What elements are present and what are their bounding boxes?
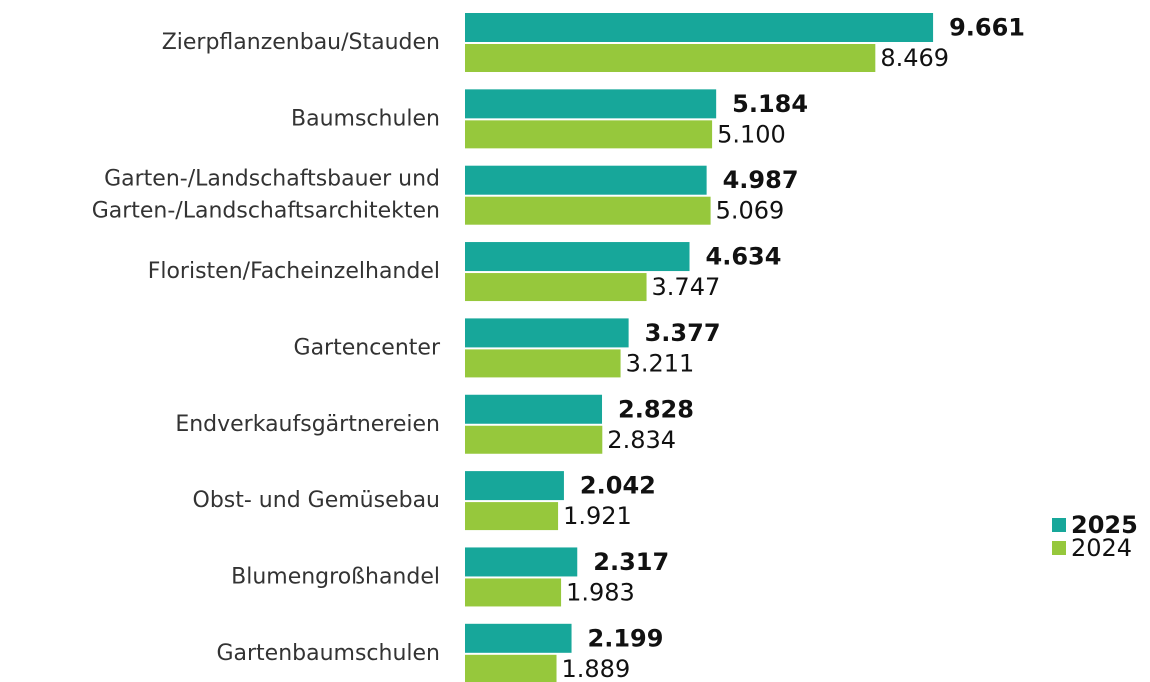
bar bbox=[465, 242, 690, 272]
value-label: 1.889 bbox=[562, 655, 631, 682]
value-label: 2.042 bbox=[580, 472, 656, 500]
value-label: 2.828 bbox=[618, 395, 694, 423]
value-label: 2.834 bbox=[607, 426, 676, 454]
value-label: 5.100 bbox=[717, 120, 786, 148]
legend-label: 2024 bbox=[1071, 534, 1132, 562]
value-label: 1.983 bbox=[566, 578, 635, 606]
bar bbox=[465, 623, 572, 653]
bar bbox=[465, 44, 876, 72]
bar bbox=[465, 89, 717, 119]
bar bbox=[465, 425, 603, 454]
bar bbox=[465, 196, 711, 225]
bar bbox=[465, 394, 603, 424]
category-label: Zierpflanzenbau/Stauden bbox=[162, 30, 440, 55]
bar bbox=[465, 165, 707, 195]
bar bbox=[465, 578, 562, 607]
value-label: 5.069 bbox=[716, 197, 785, 225]
category-label: Garten-/Landschaftsbauer und Garten-/Land… bbox=[92, 167, 440, 224]
value-label: 4.634 bbox=[706, 243, 782, 271]
category-label: Obst- und Gemüsebau bbox=[193, 488, 441, 513]
legend-swatch bbox=[1052, 518, 1066, 532]
category-label: Floristen/Facheinzelhandel bbox=[148, 259, 440, 284]
category-label: Gartencenter bbox=[294, 335, 441, 360]
value-label: 3.377 bbox=[645, 319, 721, 347]
bar bbox=[465, 654, 557, 682]
value-label: 5.184 bbox=[732, 90, 808, 118]
bar bbox=[465, 547, 578, 577]
value-label: 2.317 bbox=[593, 548, 669, 576]
value-label: 3.211 bbox=[626, 349, 695, 377]
value-label: 1.921 bbox=[563, 502, 632, 530]
category-label: Blumengroßhandel bbox=[231, 564, 440, 589]
value-label: 8.469 bbox=[880, 44, 949, 72]
bar bbox=[465, 273, 647, 302]
value-label: 2.199 bbox=[588, 624, 664, 652]
bar bbox=[465, 13, 934, 42]
category-label: Gartenbaumschulen bbox=[216, 641, 440, 666]
category-label: Baumschulen bbox=[291, 106, 440, 131]
value-label: 9.661 bbox=[949, 14, 1025, 42]
legend-label: 2025 bbox=[1071, 511, 1138, 539]
legend-swatch bbox=[1052, 541, 1066, 555]
category-label: Endverkaufsgärtnereien bbox=[175, 412, 440, 437]
bar bbox=[465, 349, 621, 378]
bar bbox=[465, 471, 564, 501]
bar bbox=[465, 318, 629, 348]
value-label: 3.747 bbox=[652, 273, 721, 301]
bar bbox=[465, 502, 559, 531]
value-label: 4.987 bbox=[723, 166, 799, 194]
bar bbox=[465, 120, 713, 149]
